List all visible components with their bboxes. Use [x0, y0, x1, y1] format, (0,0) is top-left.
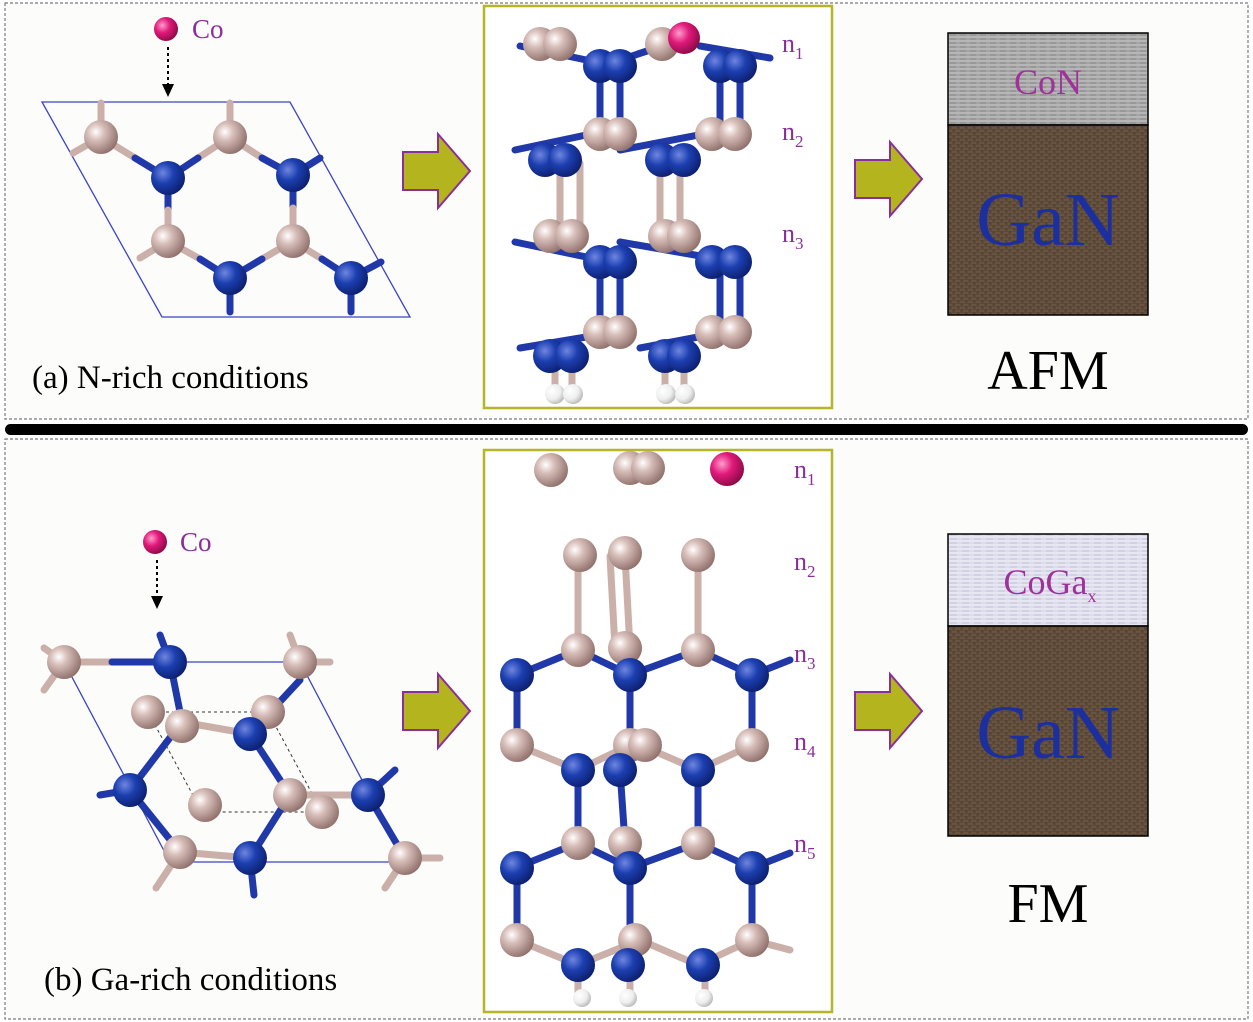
down-arrow-head — [151, 596, 163, 609]
panel-a-layer-stack: CoN GaN AFM — [947, 32, 1149, 402]
gan-label-b: GaN — [976, 691, 1120, 775]
side-view-atoms-b — [500, 451, 769, 1007]
gan-substrate — [947, 124, 1149, 316]
panel-b-co-label: Co — [180, 527, 212, 557]
right-arrow-icon — [854, 139, 924, 219]
right-arrow-icon — [854, 671, 924, 751]
right-arrow-icon — [402, 671, 472, 751]
layer-label-n3: n3 — [782, 219, 804, 253]
layer-label-n4: n4 — [794, 727, 816, 761]
right-arrow-icon — [402, 131, 472, 211]
panel-b-side-view: n1 n2 n3 n4 n5 — [482, 448, 834, 1014]
gan-label-a: GaN — [976, 178, 1120, 262]
top-view-atoms-b — [47, 645, 422, 875]
panel-a-side-view: n1 n2 n3 — [482, 4, 834, 410]
panel-a-top-view: Co — [40, 14, 412, 318]
cobalt-atom-icon — [154, 17, 178, 41]
coga-label: CoGax — [1004, 562, 1097, 606]
fm-label: FM — [1008, 873, 1089, 935]
panel-b-slab-box — [482, 448, 834, 1014]
panel-separator — [5, 424, 1248, 435]
sub-cell-dashed — [147, 711, 323, 813]
side-view-atoms-a — [523, 22, 757, 404]
panel-b-top-view: Co — [40, 527, 444, 899]
layer-label-n1: n1 — [782, 29, 804, 63]
layer-label-n2: n2 — [794, 547, 816, 581]
panel-b-layer-stack: CoGax GaN FM — [947, 533, 1149, 935]
panel-b-caption: (b) Ga-rich conditions — [44, 962, 337, 998]
panel-a-caption: (a) N-rich conditions — [32, 360, 309, 396]
layer-label-n3: n3 — [794, 639, 816, 673]
top-view-atoms — [84, 120, 368, 295]
layer-label-n1: n1 — [794, 455, 816, 489]
panel-a-co-label: Co — [192, 14, 224, 44]
cobalt-atom-icon — [143, 530, 167, 554]
unit-cell-outline — [40, 101, 412, 318]
con-overlayer — [947, 32, 1149, 126]
layer-label-n2: n2 — [782, 117, 804, 151]
con-label: CoN — [1014, 62, 1082, 102]
gan-substrate — [947, 625, 1149, 837]
afm-label: AFM — [987, 340, 1108, 402]
coga-overlayer — [947, 533, 1149, 627]
layer-label-n5: n5 — [794, 829, 816, 863]
down-arrow-head — [162, 84, 174, 97]
